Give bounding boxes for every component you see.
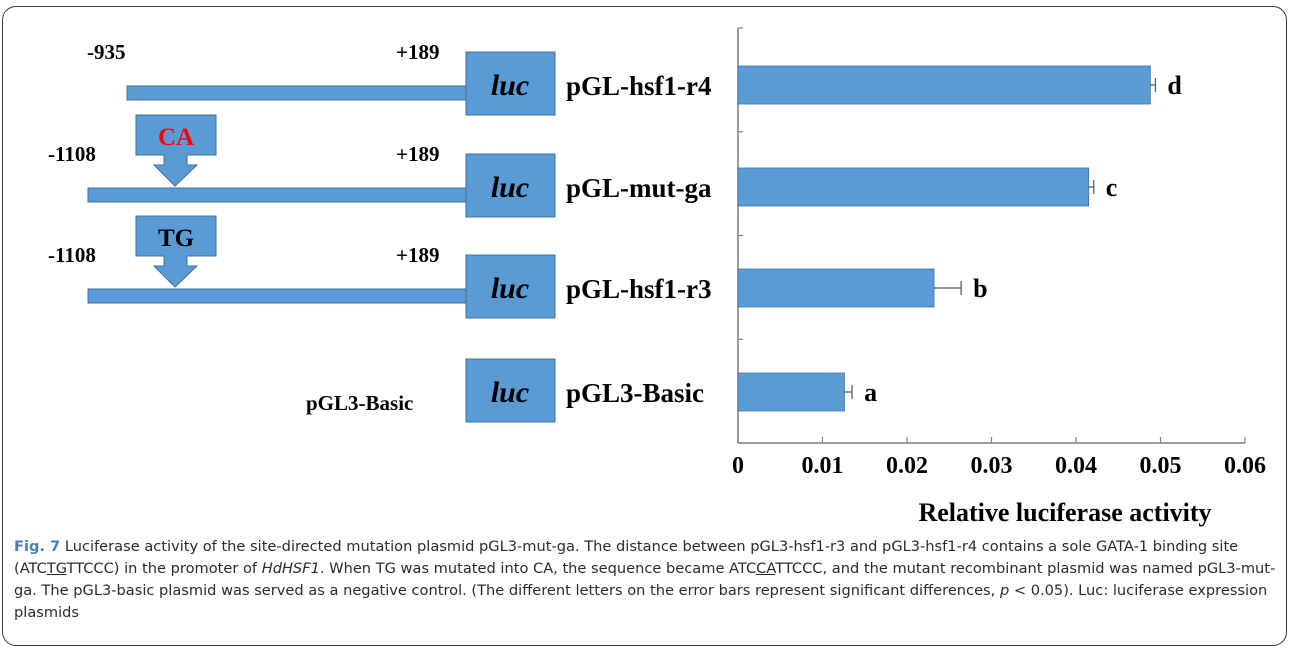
caption-text: TTCCC) in the promoter of [66,560,262,577]
x-tick-label: 0.02 [886,453,928,479]
promoter-line [87,288,467,304]
bar-pGL-hsf1-r4 [737,65,1151,105]
promoter-line [87,187,467,203]
vector-label: pGL3-Basic [306,391,413,415]
caption-text: < 0.05). Luc: luciferase expression plas… [14,582,1268,621]
start-position-label: -1108 [48,243,96,267]
x-tick-label: 0.01 [802,453,844,479]
end-position-label: +189 [396,243,439,267]
mutation-arrow-icon [135,114,217,187]
luc-box [465,153,556,218]
caption-gene-name: HdHSF1 [261,560,320,577]
luc-label: luc [491,376,529,409]
caption-underlined-ca: CA [756,560,776,577]
mutation-site-label: CA [158,124,194,151]
caption-underlined-tg: TG [46,560,67,577]
construct-name: pGL3-Basic [566,378,704,408]
mutation-site-marker: TG [135,215,217,288]
figure-graphic: -935 +189 luc pGL-hsf1-r4 -1108 +189 luc pGL-mu… [48,27,1266,527]
construct-name: pGL-hsf1-r4 [566,71,712,101]
start-position-label: -1108 [48,142,96,166]
caption-text: Luciferase activity of the site-directed… [14,538,1239,577]
caption-text: . When TG was mutated into CA, the seque… [319,560,757,577]
x-tick-label: 0 [732,453,744,479]
end-position-label: +189 [396,40,439,64]
mutation-arrow-icon [135,215,217,288]
construct-diagram: -935 +189 luc pGL-hsf1-r4 -1108 +189 luc pGL-mu… [48,40,712,423]
caption-label: Fig. 7 [14,538,61,555]
bar-pGL-hsf1-r3 [737,268,935,308]
x-axis-label: Relative luciferase activity [918,498,1211,527]
luc-box [465,358,556,423]
mutation-site-label: TG [158,225,194,252]
end-position-label: +189 [396,142,439,166]
luc-box [465,254,556,319]
construct-mut: -1108 +189 luc pGL-mut-ga CA [48,114,712,218]
construct-name: pGL-mut-ga [566,173,712,203]
mutation-site-marker: CA [135,114,217,187]
luc-label: luc [491,272,529,305]
bar-pGL-mut-ga [737,167,1090,207]
construct-basic: pGL3-Basic luc pGL3-Basic [306,358,704,423]
significance-letter: d [1167,71,1182,100]
x-tick-label: 0.06 [1224,453,1266,479]
luc-label: luc [491,69,529,102]
start-position-label: -935 [87,40,126,64]
caption-p-symbol: p [999,582,1010,599]
construct-r3: -1108 +189 luc pGL-hsf1-r3 TG [48,215,712,319]
figure-frame [2,6,1287,646]
luc-box [465,51,556,116]
significance-letter: b [973,274,987,303]
construct-r4: -935 +189 luc pGL-hsf1-r4 [87,40,712,116]
construct-name: pGL-hsf1-r3 [566,274,712,304]
significance-letter: c [1106,173,1118,202]
figure-caption: Fig. 7 Luciferase activity of the site-d… [14,536,1276,624]
x-tick-label: 0.05 [1140,453,1182,479]
x-tick-label: 0.03 [971,453,1013,479]
promoter-line [126,85,467,101]
x-tick-label: 0.04 [1055,453,1097,479]
bar-chart: 0 0.01 0.02 0.03 0.04 0.05 0.06 Relative lucife… [732,27,1266,527]
bar-pGL3-Basic [737,372,845,412]
significance-letter: a [864,378,877,407]
caption-text: TTCCC, and the mutant recombinant plasmi… [14,560,1276,599]
luc-label: luc [491,171,529,204]
